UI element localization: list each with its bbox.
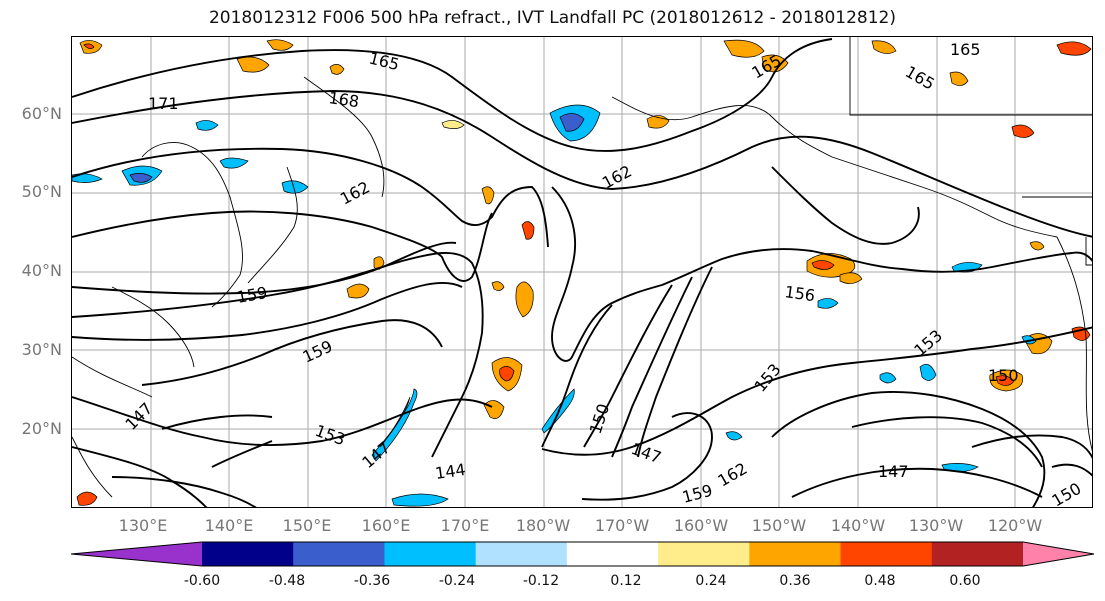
lat-label-60n: 60°N (21, 104, 62, 123)
colorbar-tick-label: 0.48 (864, 573, 896, 589)
lon-label: 130°E (118, 516, 168, 535)
lon-label: 150°E (282, 516, 332, 535)
contour-label: 150 (988, 366, 1019, 385)
colorbar-tick-label: -0.48 (268, 573, 306, 589)
lat-label-20n: 20°N (21, 419, 62, 438)
colorbar-tick-label: -0.60 (183, 573, 221, 589)
colorbar-tick-label: 0.24 (695, 573, 727, 589)
lat-label-40n: 40°N (21, 261, 62, 280)
contour-label: 165 (950, 40, 981, 59)
contour-label: 156 (783, 282, 816, 305)
figure-title: 2018012312 F006 500 hPa refract., IVT La… (208, 8, 896, 28)
contour-label: 153 (313, 421, 348, 449)
contour-label: 150 (1049, 479, 1085, 508)
colorbar-segment (840, 542, 933, 566)
map-panel: 165 171 168 162 162 165 165 165 159 159 … (71, 36, 1093, 508)
contour-label: 165 (367, 48, 401, 74)
contour-label: 159 (680, 481, 714, 507)
colorbar-segment (202, 542, 294, 566)
colorbar-segment (384, 542, 477, 566)
colorbar-tick-label: 0.60 (949, 573, 981, 589)
colorbar-segment (71, 542, 202, 566)
contour-label: 162 (715, 459, 751, 491)
lon-label: 180°W (515, 516, 571, 535)
colorbar-segment (293, 542, 385, 566)
colorbar-segment (1023, 542, 1094, 566)
contour-label: 153 (910, 326, 946, 360)
contour-label: 147 (629, 439, 664, 467)
negative-anomaly-shading (72, 104, 1037, 507)
lon-label: 140°W (830, 516, 886, 535)
contour-label: 171 (148, 94, 179, 113)
contour-label: 159 (300, 336, 336, 366)
lon-label: 160°E (361, 516, 411, 535)
colorbar-tick-label: -0.24 (438, 573, 476, 589)
contour-label: 147 (878, 462, 909, 481)
colorbar (71, 541, 1095, 567)
colorbar-segment (931, 542, 1024, 566)
lon-label: 160°W (673, 516, 729, 535)
map-canvas: 165 171 168 162 162 165 165 165 159 159 … (72, 37, 1092, 508)
contour-label: 159 (235, 283, 268, 307)
contour-label: 153 (751, 360, 785, 396)
height-contours (72, 38, 1092, 507)
colorbar-tick-label: 0.36 (779, 573, 811, 589)
contour-label: 150 (586, 401, 614, 436)
lon-label: 130°W (908, 516, 964, 535)
colorbar-tick-label: 0.12 (610, 573, 642, 589)
colorbar-tick-label: -0.12 (522, 573, 560, 589)
lat-label-30n: 30°N (21, 340, 62, 359)
lat-label-50n: 50°N (21, 182, 62, 201)
colorbar-segment (749, 542, 842, 566)
contour-label: 168 (327, 88, 360, 111)
colorbar-tick-label: -0.36 (353, 573, 391, 589)
lon-label: 120°W (987, 516, 1043, 535)
positive-anomaly-shading (76, 39, 1092, 506)
contour-label: 165 (902, 62, 938, 94)
lon-label: 170°E (440, 516, 490, 535)
colorbar-segment (658, 542, 750, 566)
colorbar-segment (566, 542, 659, 566)
coastlines (72, 37, 1092, 498)
lon-label: 140°E (204, 516, 254, 535)
lon-label: 150°W (751, 516, 807, 535)
colorbar-segment (475, 542, 568, 566)
contour-label-group: 165 171 168 162 162 165 165 165 159 159 … (121, 40, 1085, 508)
lon-label: 170°W (594, 516, 650, 535)
contour-label: 144 (434, 460, 467, 483)
contour-label: 162 (337, 177, 373, 208)
